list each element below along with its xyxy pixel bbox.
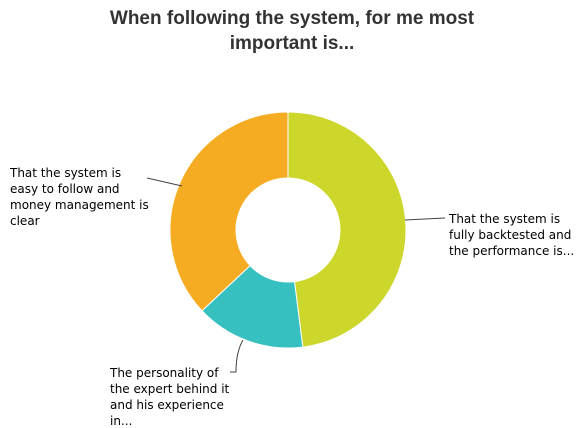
slice-label: That the system is easy to follow and mo…	[10, 166, 149, 228]
leader-line	[146, 177, 183, 187]
donut-slice	[287, 111, 407, 348]
leader-line	[230, 339, 244, 373]
slice-label: The personality of the expert behind it …	[110, 366, 230, 428]
chart-title: When following the system, for me most i…	[109, 8, 475, 54]
slice-label: That the system is fully backtested and …	[449, 212, 575, 258]
donut-slice	[169, 111, 289, 312]
leader-line	[404, 217, 446, 221]
